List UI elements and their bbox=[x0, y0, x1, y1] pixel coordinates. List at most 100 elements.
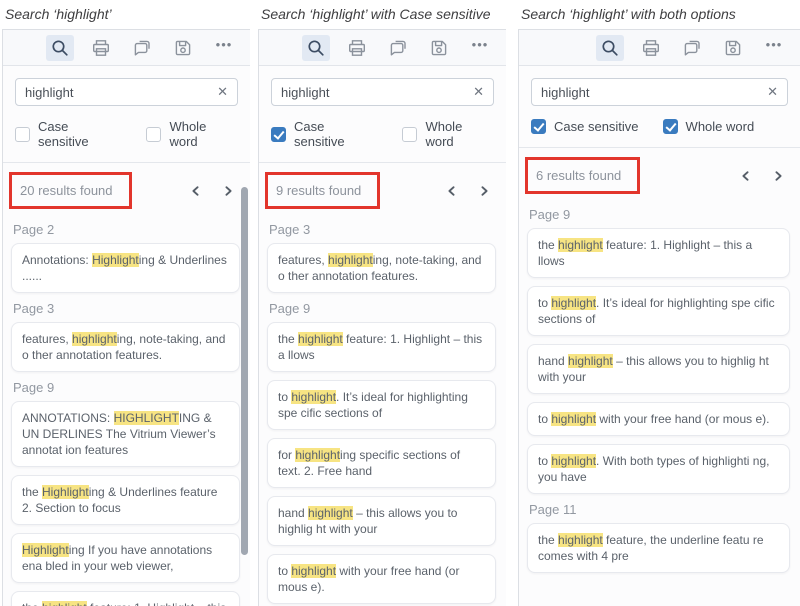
search-input[interactable]: highlight ✕ bbox=[15, 78, 238, 106]
whole-word-checkbox[interactable] bbox=[146, 126, 162, 142]
divider bbox=[3, 162, 250, 163]
search-result-card[interactable]: to highlight. It’s ideal for highlightin… bbox=[527, 286, 790, 336]
vertical-scrollbar[interactable] bbox=[241, 187, 248, 555]
chevron-left-icon bbox=[192, 185, 199, 196]
result-navigation bbox=[446, 185, 490, 197]
more-button[interactable]: ••• bbox=[466, 35, 494, 61]
snippet-text: with your free hand (or mous e). bbox=[278, 564, 460, 594]
search-input[interactable]: highlight ✕ bbox=[531, 78, 788, 106]
whole-word-checkbox[interactable] bbox=[662, 119, 678, 134]
search-result-card[interactable]: for highlighting specific sections of te… bbox=[267, 438, 496, 488]
search-result-card[interactable]: features, highlighting, note-taking, and… bbox=[267, 243, 496, 293]
divider bbox=[519, 147, 800, 148]
previous-result-button[interactable] bbox=[446, 185, 458, 197]
next-result-button[interactable] bbox=[478, 185, 490, 197]
snippet-text: – this allows you to highlig ht with you… bbox=[538, 354, 769, 384]
viewer-toolbar: ••• bbox=[3, 30, 250, 66]
snippet-text: to bbox=[538, 412, 552, 426]
page-label: Page 3 bbox=[13, 301, 55, 316]
highlighted-term: highlight bbox=[295, 448, 341, 462]
search-result-card[interactable]: to highlight with your free hand (or mou… bbox=[267, 554, 496, 604]
panel-caption: Search ‘highlight’ with both options bbox=[521, 6, 736, 22]
snippet-text: the bbox=[538, 533, 559, 547]
search-button[interactable] bbox=[46, 34, 74, 61]
search-row: highlight ✕ bbox=[259, 66, 506, 110]
results-list: Page 9 the highlight feature: 1. Highligh… bbox=[519, 207, 800, 573]
save-button[interactable] bbox=[719, 35, 747, 61]
search-options: Case sensitive Whole word bbox=[519, 110, 800, 147]
next-result-button[interactable] bbox=[222, 185, 234, 197]
checkbox-label: Case sensitive bbox=[554, 119, 639, 134]
search-result-card[interactable]: hand highlight – this allows you to high… bbox=[527, 344, 790, 394]
results-header: 9 results found bbox=[259, 163, 506, 215]
print-button[interactable] bbox=[637, 35, 665, 61]
chevron-right-icon bbox=[481, 185, 488, 196]
snippet-text: features, bbox=[278, 253, 329, 267]
next-result-button[interactable] bbox=[772, 170, 784, 182]
search-result-card[interactable]: to highlight. It’s ideal for highlightin… bbox=[267, 380, 496, 430]
results-count-annotation: 6 results found bbox=[525, 157, 641, 194]
search-result-card[interactable]: the highlight feature: 1. Highlight – th… bbox=[267, 322, 496, 372]
highlighted-term: Highlight bbox=[22, 543, 69, 557]
panel-search-both-options: Search ‘highlight’ with both options •••… bbox=[518, 0, 800, 606]
search-button[interactable] bbox=[596, 34, 624, 61]
chevron-left-icon bbox=[742, 170, 749, 181]
search-result-card[interactable]: to highlight with your free hand (or mou… bbox=[527, 402, 790, 436]
search-result-card[interactable]: the Highlighting & Underlines feature 2.… bbox=[11, 475, 240, 525]
snippet-text: – this allows you to highlig ht with you… bbox=[278, 506, 458, 536]
option-whole-word: Whole word bbox=[662, 119, 754, 134]
option-case-sensitive: Case sensitive bbox=[271, 119, 378, 149]
search-result-card[interactable]: the highlight feature, the underline fea… bbox=[527, 523, 790, 573]
snippet-text: to bbox=[538, 296, 552, 310]
snippet-text: to bbox=[278, 390, 292, 404]
previous-result-button[interactable] bbox=[190, 185, 202, 197]
case-sensitive-checkbox[interactable] bbox=[271, 126, 286, 142]
results-list: Page 2 Annotations: Highlighting & Underl… bbox=[3, 222, 250, 606]
highlighted-term: highlight bbox=[308, 506, 353, 520]
search-result-card[interactable]: the highlight feature: 1. Highlight – th… bbox=[11, 591, 240, 606]
case-sensitive-checkbox[interactable] bbox=[531, 119, 546, 134]
more-button[interactable]: ••• bbox=[210, 35, 238, 61]
highlighted-term: highlight bbox=[328, 253, 373, 267]
printer-icon bbox=[349, 39, 365, 56]
highlighted-term: highlight bbox=[551, 454, 597, 468]
highlighted-term: highlight bbox=[291, 564, 337, 578]
panel-search-case-sensitive: Search ‘highlight’ with Case sensitive •… bbox=[258, 0, 506, 606]
search-result-card[interactable]: Annotations: Highlighting & Underlines .… bbox=[11, 243, 240, 293]
search-result-card[interactable]: Highlighting If you have annotations ena… bbox=[11, 533, 240, 583]
divider bbox=[259, 162, 506, 163]
snippet-text: feature: 1. Highlight – this a llows bbox=[22, 601, 226, 606]
snippet-text: ing, note-taking, and o ther annotation … bbox=[22, 332, 226, 362]
comment-button[interactable] bbox=[128, 35, 156, 61]
result-navigation bbox=[740, 170, 784, 182]
save-button[interactable] bbox=[169, 35, 197, 61]
save-button[interactable] bbox=[425, 35, 453, 61]
page-label: Page 9 bbox=[529, 207, 571, 222]
more-button[interactable]: ••• bbox=[760, 35, 788, 61]
print-button[interactable] bbox=[87, 35, 115, 61]
comment-button[interactable] bbox=[678, 35, 706, 61]
highlighted-term: highlight bbox=[551, 296, 597, 310]
clear-search-icon[interactable]: ✕ bbox=[473, 84, 484, 99]
search-button[interactable] bbox=[302, 34, 330, 61]
search-result-card[interactable]: hand highlight – this allows you to high… bbox=[267, 496, 496, 546]
whole-word-checkbox[interactable] bbox=[402, 126, 418, 142]
case-sensitive-checkbox[interactable] bbox=[15, 126, 30, 142]
search-result-card[interactable]: to highlight. With both types of highlig… bbox=[527, 444, 790, 494]
comment-button[interactable] bbox=[384, 35, 412, 61]
search-result-card[interactable]: ANNOTATIONS: HIGHLIGHTING & UN DERLINES … bbox=[11, 401, 240, 467]
snippet-text: ing If you have annotations ena bled in … bbox=[22, 543, 213, 573]
viewer-toolbar: ••• bbox=[259, 30, 506, 66]
previous-result-button[interactable] bbox=[740, 170, 752, 182]
panel-caption: Search ‘highlight’ with Case sensitive bbox=[261, 6, 491, 22]
search-input[interactable]: highlight ✕ bbox=[271, 78, 494, 106]
snippet-text: feature: 1. Highlight – this a llows bbox=[538, 238, 753, 268]
print-button[interactable] bbox=[343, 35, 371, 61]
clear-search-icon[interactable]: ✕ bbox=[767, 84, 778, 99]
chevron-right-icon bbox=[775, 170, 782, 181]
search-result-card[interactable]: features, highlighting, note-taking, and… bbox=[11, 322, 240, 372]
clear-search-icon[interactable]: ✕ bbox=[217, 84, 228, 99]
viewer-toolbar: ••• bbox=[519, 30, 800, 66]
search-result-card[interactable]: the highlight feature: 1. Highlight – th… bbox=[527, 228, 790, 278]
snippet-text: hand bbox=[278, 506, 309, 520]
